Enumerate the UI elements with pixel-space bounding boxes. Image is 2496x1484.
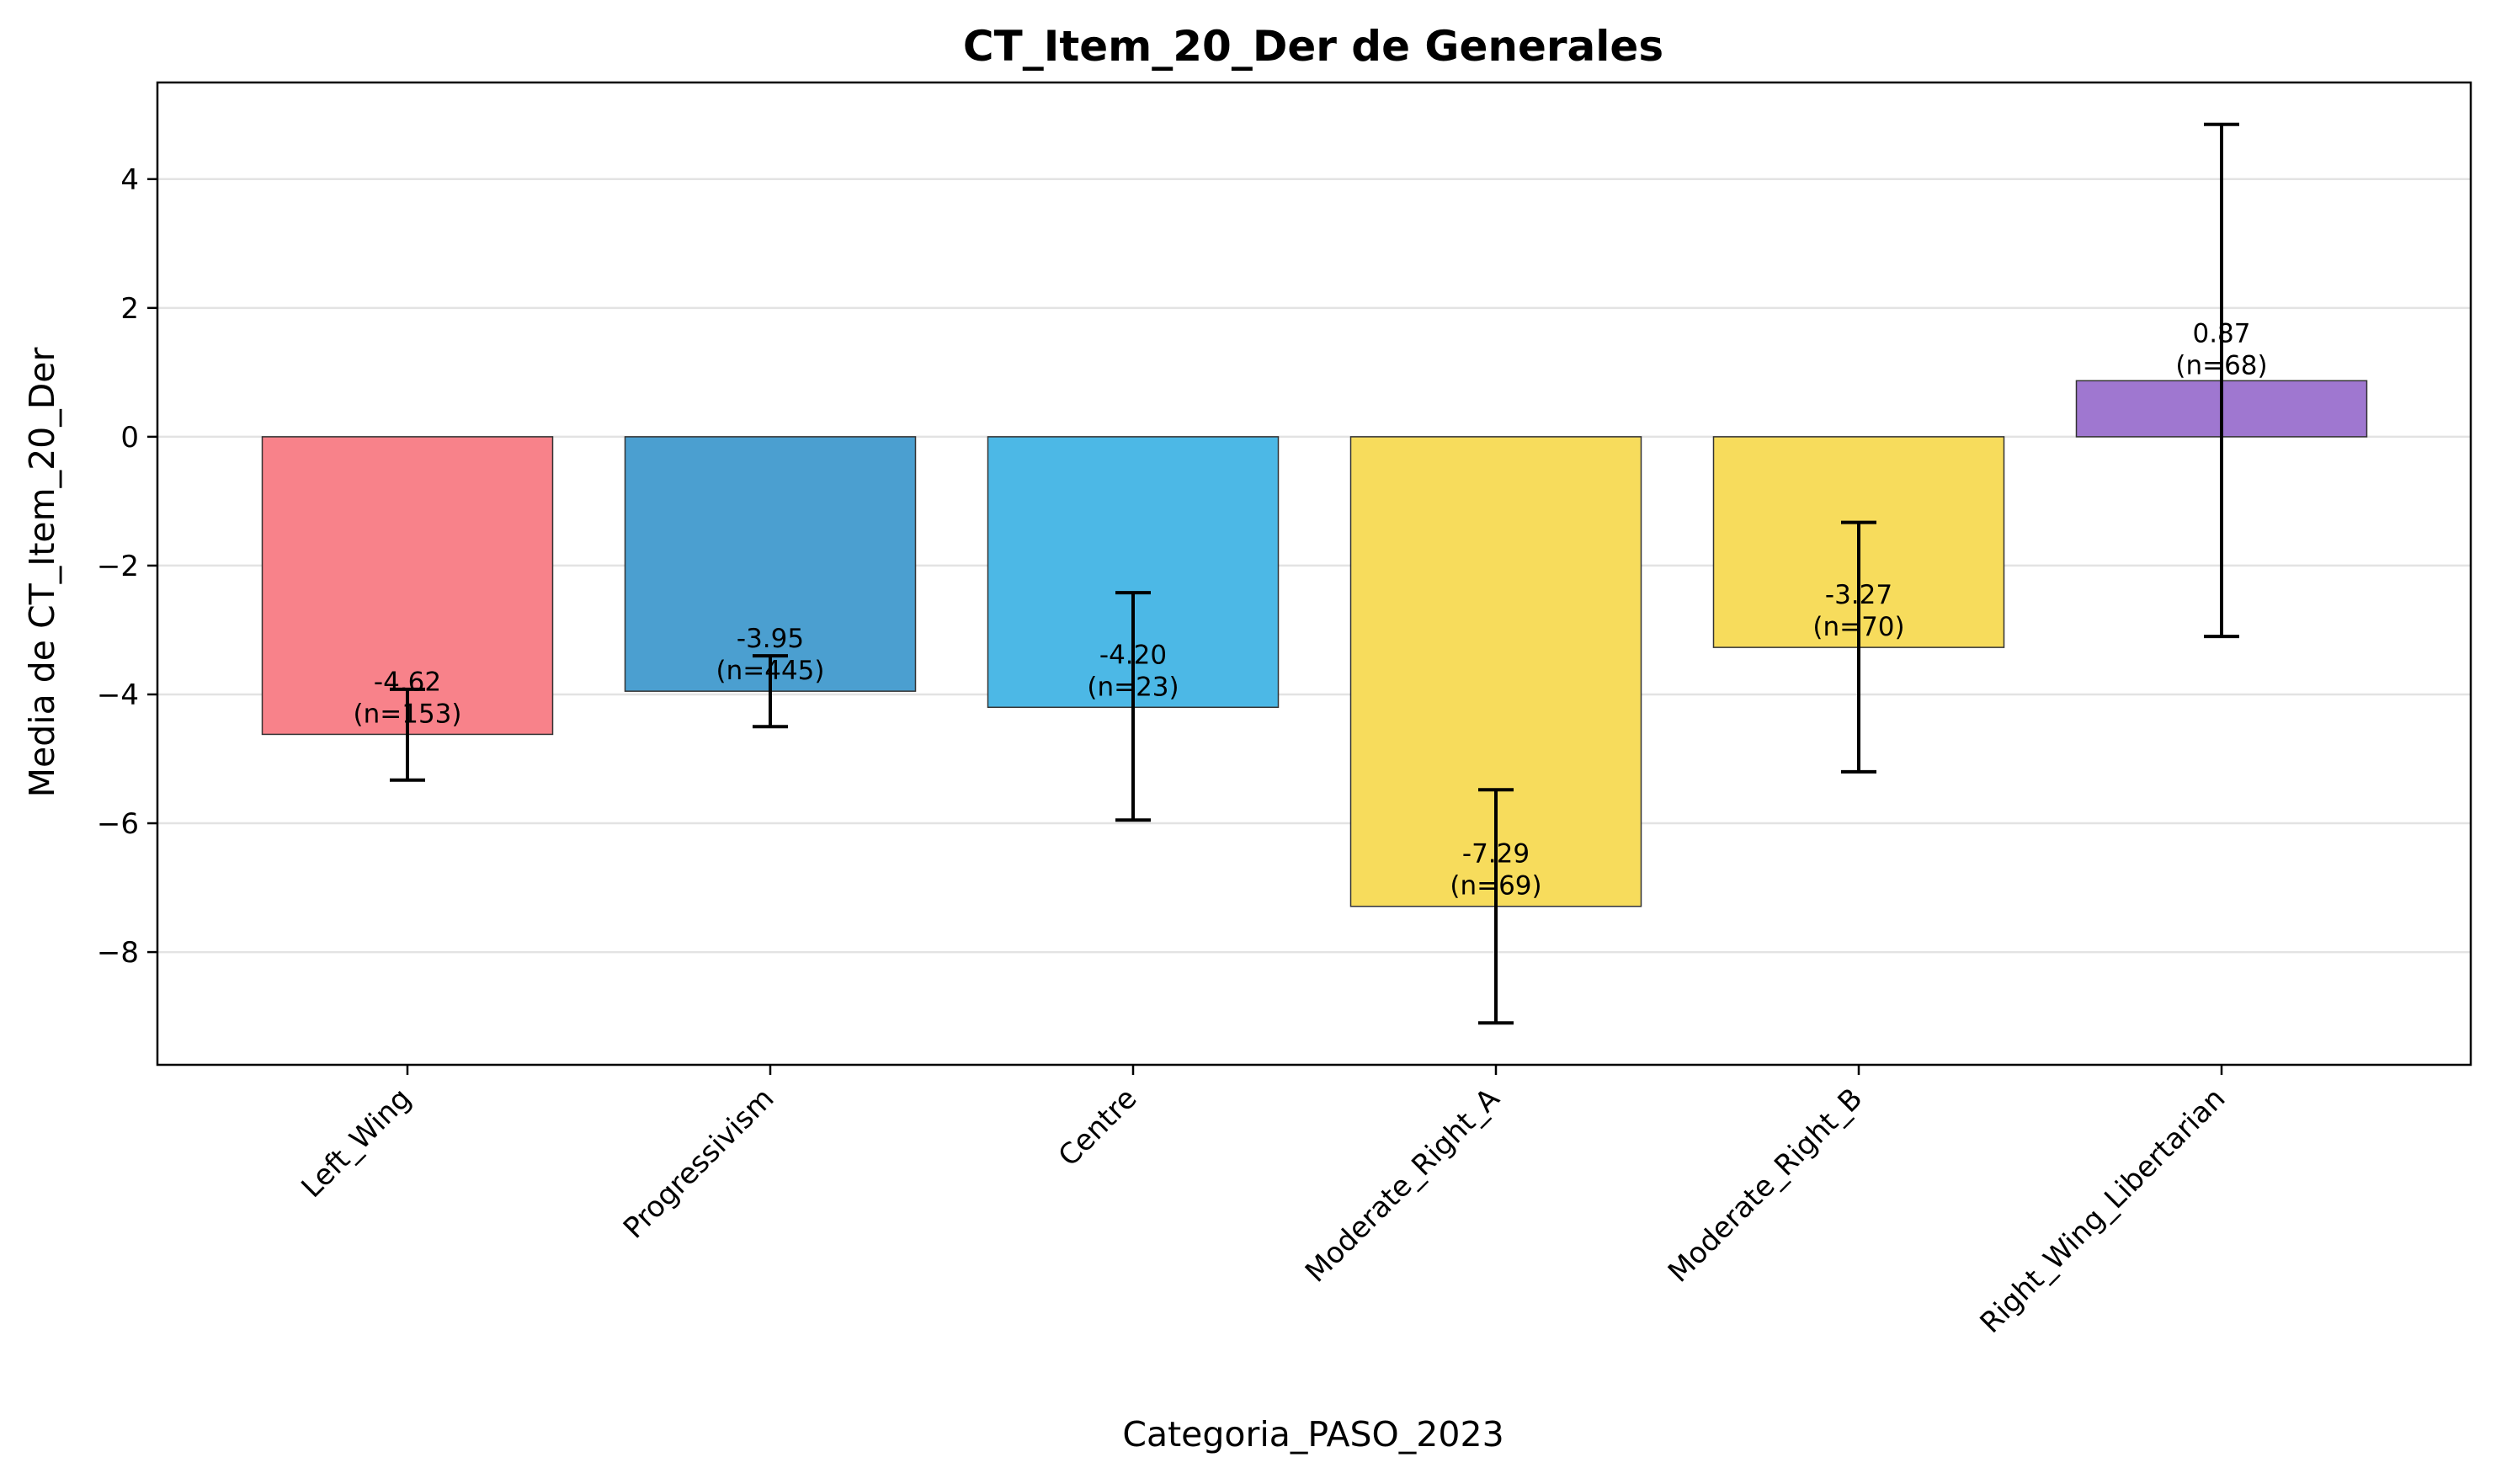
x-axis-label: Categoria_PASO_2023 (1122, 1414, 1503, 1455)
x-tick-label: Progressivism (617, 1082, 780, 1245)
chart-title: CT_Item_20_Der de Generales (963, 22, 1663, 71)
value-label: -3.27 (1825, 580, 1892, 610)
n-label: (n=69) (1450, 871, 1541, 902)
value-label: -4.20 (1099, 640, 1167, 670)
x-tick-label: Centre (1052, 1082, 1144, 1173)
data-labels: -4.62(n=153) -3.95(n=445) -4.20(n=23) -7.29… (354, 318, 2268, 901)
x-tick-label: Moderate_Right_A (1299, 1082, 1506, 1289)
y-tick-label: −6 (97, 807, 139, 841)
n-label: (n=70) (1812, 612, 1904, 642)
value-label: 0.87 (2192, 318, 2250, 348)
n-label: (n=445) (716, 656, 825, 686)
x-axis-ticks: Left_Wing Progressivism Centre Moderate_Rig… (295, 1065, 2232, 1340)
n-label: (n=68) (2175, 350, 2267, 380)
x-tick-label: Right_Wing_Libertarian (1974, 1082, 2233, 1340)
y-tick-label: 0 (120, 421, 139, 455)
n-label: (n=153) (354, 699, 462, 729)
value-label: -3.95 (737, 624, 804, 654)
y-tick-label: −8 (97, 936, 139, 970)
value-label: -4.62 (374, 667, 441, 697)
y-axis-label: Media de CT_Item_20_Der (22, 347, 62, 797)
n-label: (n=23) (1087, 672, 1179, 702)
error-bars (390, 122, 2239, 1025)
bar (624, 436, 917, 692)
y-tick-label: −4 (97, 678, 139, 712)
y-tick-label: 4 (120, 163, 139, 197)
y-tick-label: −2 (97, 550, 139, 583)
y-axis-ticks: −8 −6 −4 −2 0 2 4 (97, 163, 157, 970)
x-tick-label: Moderate_Right_B (1662, 1082, 1869, 1289)
y-tick-label: 2 (120, 292, 139, 326)
bars (261, 380, 2368, 907)
plot-frame (156, 81, 2472, 1066)
x-tick-label: Left_Wing (295, 1082, 418, 1205)
value-label: -7.29 (1462, 839, 1530, 870)
